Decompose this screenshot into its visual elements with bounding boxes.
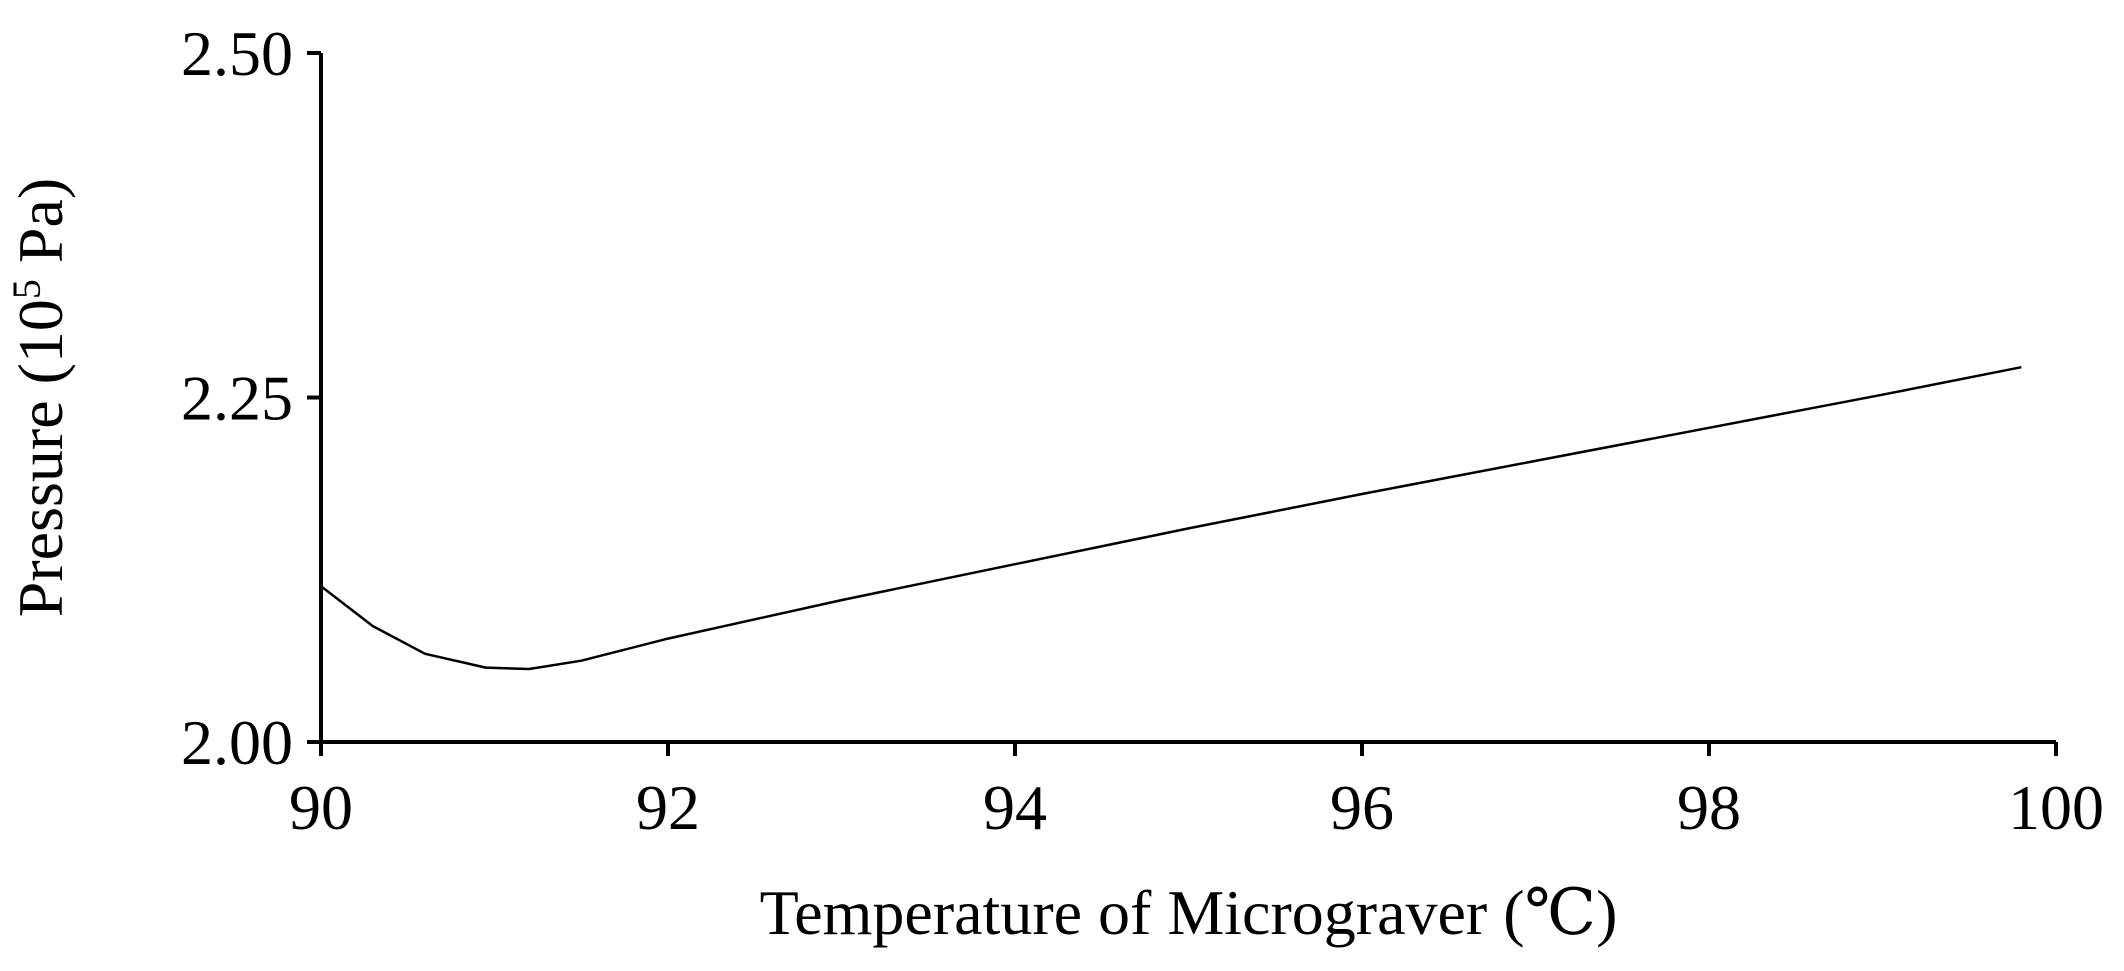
y-axis-title-unit: Pa)	[5, 178, 76, 279]
axes	[319, 53, 2056, 744]
x-tick-label: 90	[289, 772, 353, 843]
y-axis-title-main: Pressure (10	[5, 299, 76, 617]
y-tick-label: 2.00	[181, 707, 293, 778]
x-tick-label: 100	[2008, 772, 2104, 843]
series-line-1	[320, 365, 2022, 671]
y-ticks: 2.00 2.25 2.50	[181, 18, 321, 778]
x-tick-label: 94	[983, 772, 1047, 843]
x-tick-label: 92	[636, 772, 700, 843]
y-tick-label: 2.25	[181, 363, 293, 434]
y-tick-label: 2.50	[181, 18, 293, 89]
x-tick-label: 96	[1330, 772, 1394, 843]
x-axis-title: Temperature of Micrograver (℃)	[760, 877, 1618, 948]
x-ticks: 90 92 94 96 98 100	[289, 742, 2104, 843]
y-axis-title-exponent: 5	[4, 279, 49, 299]
series-layer	[320, 365, 2022, 671]
x-tick-label: 98	[1677, 772, 1741, 843]
y-axis-title: Pressure (105 Pa)	[4, 178, 77, 617]
